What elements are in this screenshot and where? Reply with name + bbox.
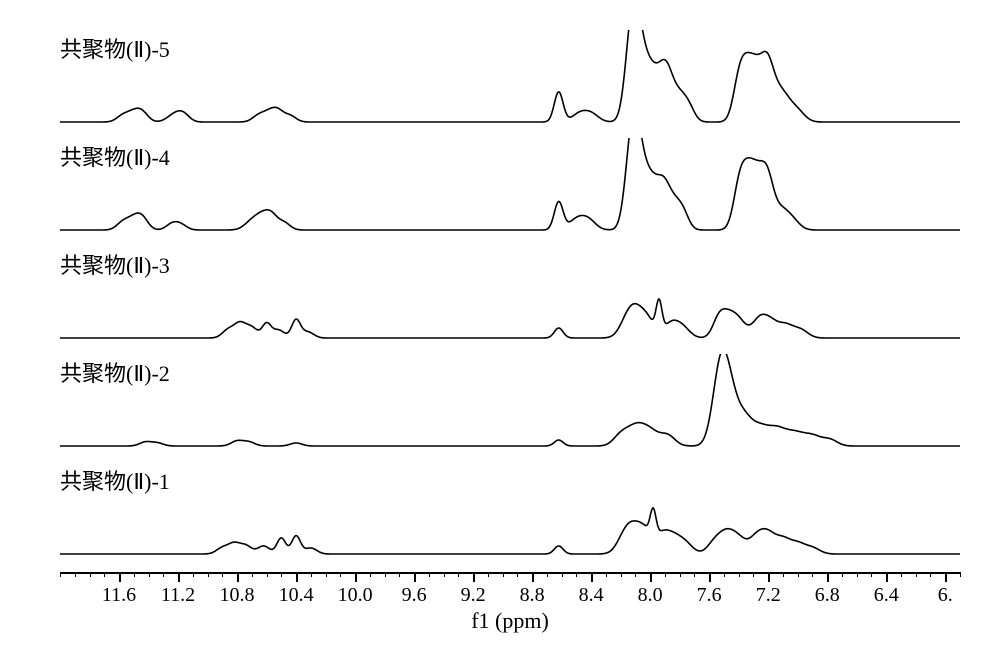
minor-tick — [252, 572, 253, 577]
minor-tick — [547, 572, 548, 577]
spectrum-label: 共聚物(Ⅱ)-5 — [60, 32, 170, 64]
minor-tick — [444, 572, 445, 577]
minor-tick — [385, 572, 386, 577]
tick-label: 10.8 — [220, 584, 255, 607]
minor-tick — [901, 572, 902, 577]
spectrum-label: 共聚物(Ⅱ)-1 — [60, 464, 170, 496]
tick-label: 10.0 — [338, 584, 373, 607]
major-tick — [119, 572, 121, 582]
tick-label: 7.6 — [697, 584, 722, 607]
minor-tick — [694, 572, 695, 577]
minor-tick — [960, 572, 961, 577]
tick-label: 8.8 — [520, 584, 545, 607]
minor-tick — [739, 572, 740, 577]
tick-label: 6.8 — [815, 584, 840, 607]
minor-tick — [134, 572, 135, 577]
minor-tick — [458, 572, 459, 577]
major-tick — [355, 572, 357, 582]
major-tick — [945, 572, 947, 582]
major-tick — [709, 572, 711, 582]
minor-tick — [503, 572, 504, 577]
minor-tick — [163, 572, 164, 577]
tick-label: 9.6 — [402, 584, 427, 607]
minor-tick — [783, 572, 784, 577]
major-tick — [827, 572, 829, 582]
spectrum-trace — [60, 462, 960, 570]
minor-tick — [326, 572, 327, 577]
tick-label: 8.0 — [638, 584, 663, 607]
minor-tick — [311, 572, 312, 577]
minor-tick — [930, 572, 931, 577]
minor-tick — [916, 572, 917, 577]
minor-tick — [370, 572, 371, 577]
minor-tick — [281, 572, 282, 577]
tick-label: 11.2 — [161, 584, 195, 607]
minor-tick — [798, 572, 799, 577]
minor-tick — [871, 572, 872, 577]
axis-title: f1 (ppm) — [471, 608, 549, 634]
major-tick — [532, 572, 534, 582]
spectrum-row: 共聚物(Ⅱ)-2 — [60, 354, 960, 462]
tick-label: 8.4 — [579, 584, 604, 607]
minor-tick — [576, 572, 577, 577]
nmr-stacked-chart: 共聚物(Ⅱ)-5 共聚物(Ⅱ)-4 共聚物(Ⅱ)-3 共聚物(Ⅱ)-2 共聚物(Ⅱ)-1… — [20, 20, 980, 646]
minor-tick — [724, 572, 725, 577]
minor-tick — [75, 572, 76, 577]
major-tick — [237, 572, 239, 582]
minor-tick — [812, 572, 813, 577]
major-tick — [650, 572, 652, 582]
tick-label: 7.2 — [756, 584, 781, 607]
minor-tick — [635, 572, 636, 577]
spectrum-label: 共聚物(Ⅱ)-4 — [60, 140, 170, 172]
plot-area: 共聚物(Ⅱ)-5 共聚物(Ⅱ)-4 共聚物(Ⅱ)-3 共聚物(Ⅱ)-2 共聚物(Ⅱ)-1 — [60, 30, 960, 570]
tick-label: 6.4 — [874, 584, 899, 607]
minor-tick — [488, 572, 489, 577]
minor-tick — [149, 572, 150, 577]
minor-tick — [857, 572, 858, 577]
tick-label: 6. — [938, 584, 953, 607]
minor-tick — [60, 572, 61, 577]
tick-label: 9.2 — [461, 584, 486, 607]
minor-tick — [208, 572, 209, 577]
tick-label: 10.4 — [279, 584, 314, 607]
spectrum-row: 共聚物(Ⅱ)-1 — [60, 462, 960, 570]
spectrum-row: 共聚物(Ⅱ)-4 — [60, 138, 960, 246]
spectrum-trace — [60, 138, 960, 246]
major-tick — [296, 572, 298, 582]
minor-tick — [842, 572, 843, 577]
minor-tick — [665, 572, 666, 577]
minor-tick — [90, 572, 91, 577]
spectrum-label: 共聚物(Ⅱ)-3 — [60, 248, 170, 280]
minor-tick — [517, 572, 518, 577]
major-tick — [591, 572, 593, 582]
major-tick — [414, 572, 416, 582]
minor-tick — [193, 572, 194, 577]
minor-tick — [606, 572, 607, 577]
major-tick — [768, 572, 770, 582]
axis-line — [60, 572, 960, 574]
spectrum-row: 共聚物(Ⅱ)-5 — [60, 30, 960, 138]
minor-tick — [340, 572, 341, 577]
major-tick — [473, 572, 475, 582]
minor-tick — [267, 572, 268, 577]
minor-tick — [753, 572, 754, 577]
spectrum-trace — [60, 246, 960, 354]
minor-tick — [429, 572, 430, 577]
major-tick — [178, 572, 180, 582]
major-tick — [886, 572, 888, 582]
minor-tick — [399, 572, 400, 577]
tick-label: 11.6 — [102, 584, 136, 607]
minor-tick — [222, 572, 223, 577]
minor-tick — [104, 572, 105, 577]
minor-tick — [562, 572, 563, 577]
spectrum-row: 共聚物(Ⅱ)-3 — [60, 246, 960, 354]
minor-tick — [621, 572, 622, 577]
minor-tick — [680, 572, 681, 577]
spectrum-label: 共聚物(Ⅱ)-2 — [60, 356, 170, 388]
spectrum-trace — [60, 30, 960, 138]
spectrum-trace — [60, 354, 960, 462]
